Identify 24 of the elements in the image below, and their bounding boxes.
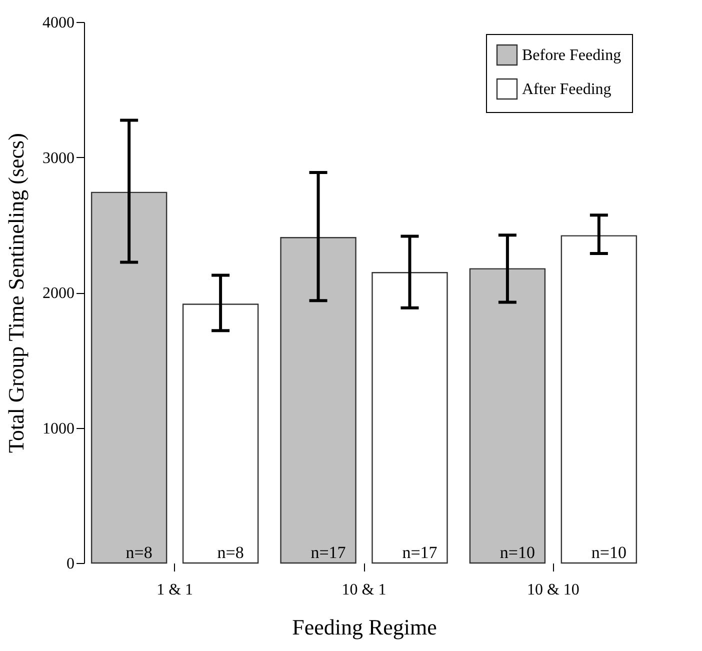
bar bbox=[469, 268, 546, 564]
y-tick-label: 3000 bbox=[42, 150, 74, 167]
y-tick-label: 4000 bbox=[42, 14, 74, 32]
annotation: n=17 bbox=[310, 543, 346, 562]
legend-label: Before Feeding bbox=[522, 47, 622, 64]
bar bbox=[280, 236, 356, 564]
bar bbox=[372, 272, 448, 564]
annotation: n=8 bbox=[126, 543, 152, 562]
bar bbox=[90, 192, 168, 564]
x-tick-label: 10 & 10 bbox=[526, 582, 580, 598]
annotation: n=10 bbox=[591, 543, 626, 562]
y-axis-title: Total Group Time Sentineling (secs) bbox=[4, 133, 28, 453]
bar bbox=[560, 235, 638, 564]
annotation: n=10 bbox=[500, 543, 535, 562]
y-tick-label: 0 bbox=[66, 556, 74, 572]
x-tick-label: 1 & 1 bbox=[156, 582, 194, 598]
x-axis-title: Feeding Regime bbox=[292, 614, 437, 640]
bar bbox=[182, 304, 259, 564]
y-tick-label: 2000 bbox=[42, 285, 74, 302]
x-tick-label: 10 & 1 bbox=[342, 582, 386, 598]
annotation: n=17 bbox=[402, 543, 438, 562]
y-tick-label: 1000 bbox=[42, 420, 74, 438]
legend-label: After Feeding bbox=[522, 81, 612, 98]
annotation: n=8 bbox=[217, 543, 244, 562]
